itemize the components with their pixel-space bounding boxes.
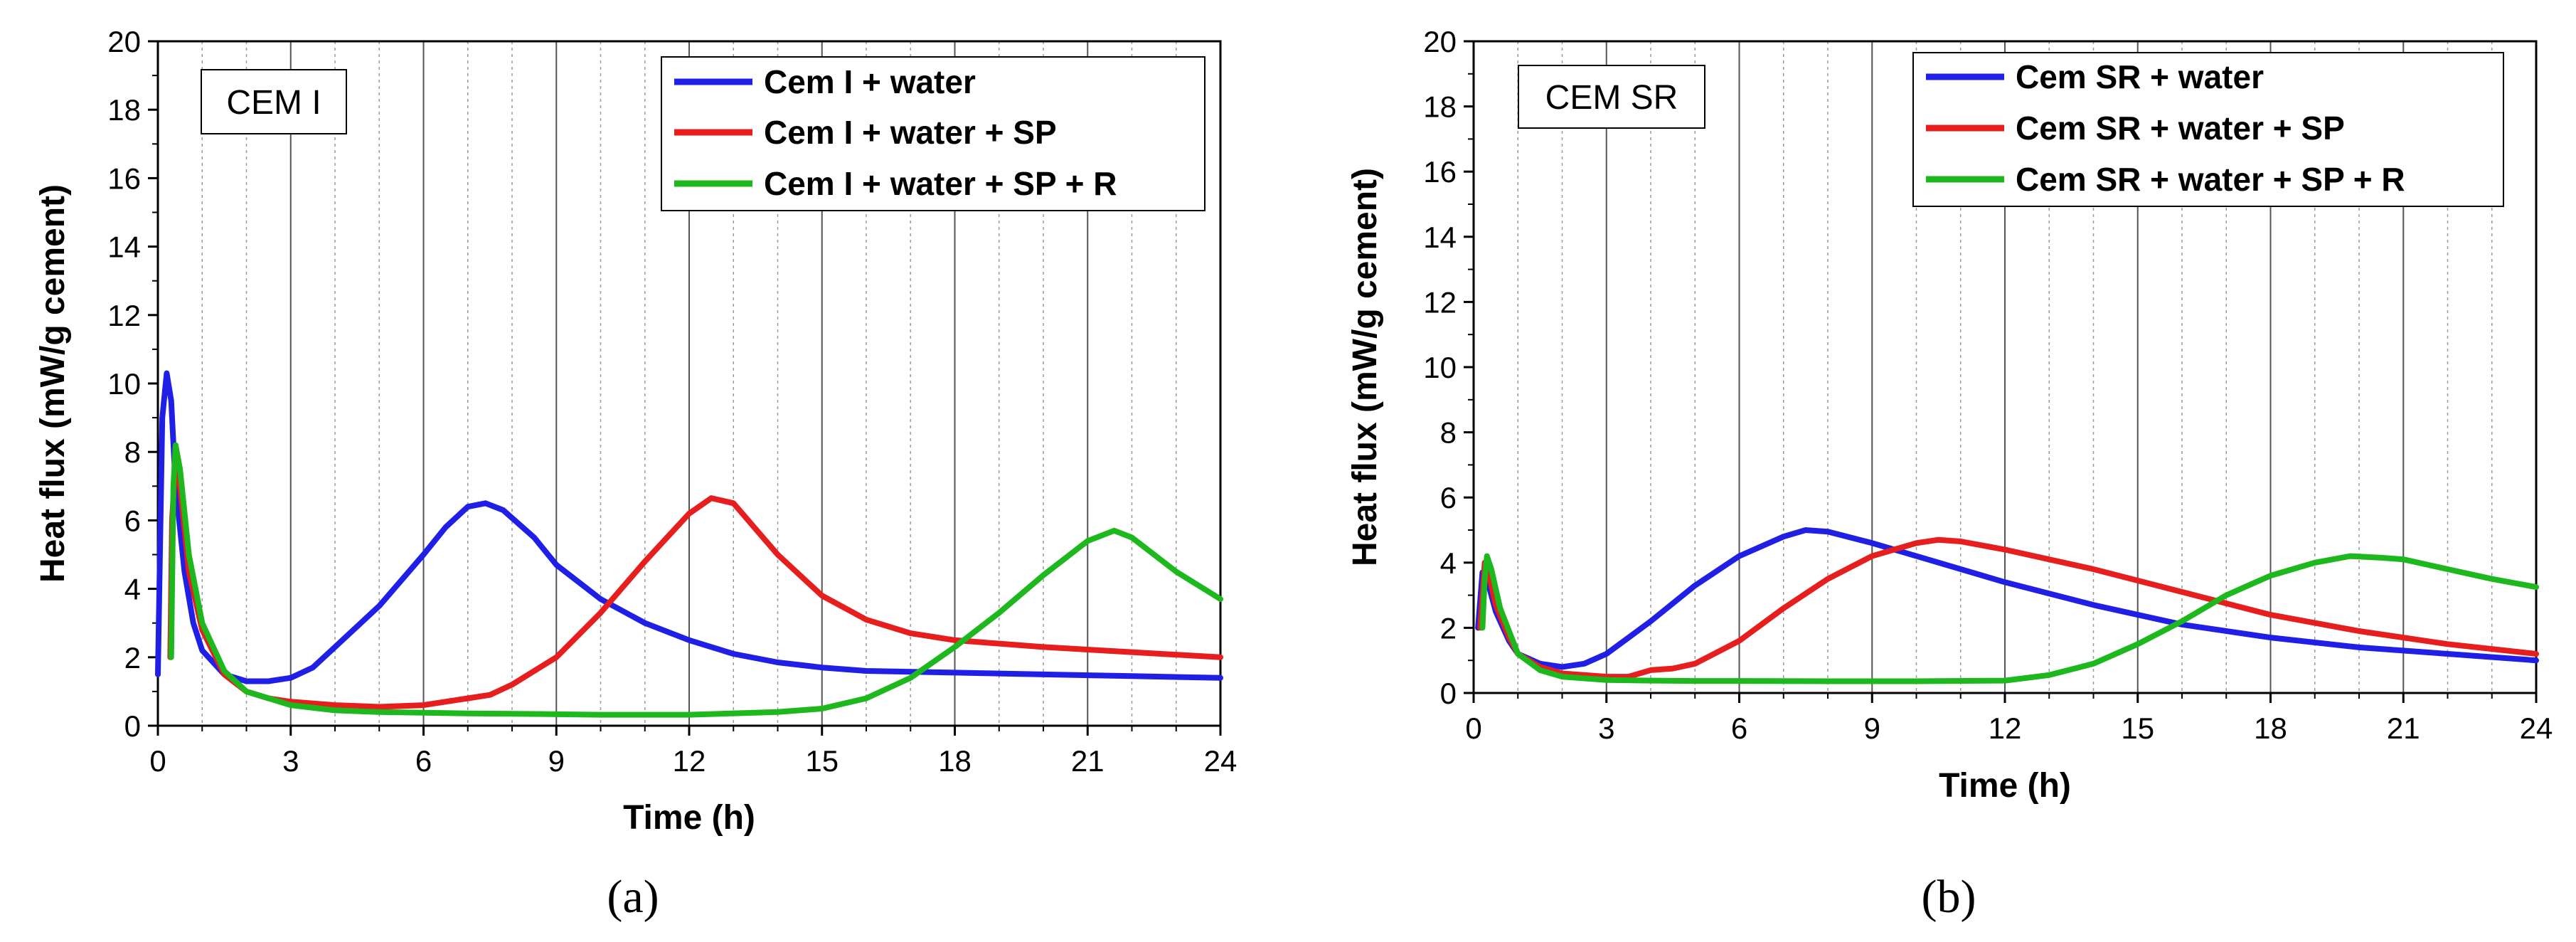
panel-a-y-tick-label-18: 18 xyxy=(107,93,141,127)
panel-a-x-axis-label: Time (h) xyxy=(623,799,755,837)
panel-a-label: (a) xyxy=(607,871,659,923)
panel-b-x-tick-label-21: 21 xyxy=(2387,711,2420,745)
series-line-cem-sr-water-sp-r xyxy=(1479,553,2539,684)
panel-b-y-tick-label-6: 6 xyxy=(1440,481,1457,514)
legend-label-cem-i-water: Cem I + water xyxy=(764,63,976,100)
panel-b-x-tick-label-12: 12 xyxy=(1989,711,2022,745)
legend-label-cem-i-water-sp: Cem I + water + SP xyxy=(764,114,1057,151)
panel-a-legend: Cem I + water Cem I + water + SP Cem I +… xyxy=(661,56,1205,211)
panel-b-y-axis-label: Heat flux (mW/g cement) xyxy=(1346,168,1384,566)
series-line-cem-i-water xyxy=(155,370,1223,684)
panel-b-y-tick-label-8: 8 xyxy=(1440,416,1457,450)
panel-b-x-tick-label-24: 24 xyxy=(2520,711,2553,745)
panel-b-y-tick-label-16: 16 xyxy=(1423,155,1457,189)
panel-a-y-tick-label-20: 20 xyxy=(107,25,141,58)
panel-b-annotation-label: CEM SR xyxy=(1545,79,1678,117)
panel-a-x-tick-label-24: 24 xyxy=(1204,744,1238,778)
legend-label-cem-sr-water: Cem SR + water xyxy=(2016,58,2264,95)
panel-b-legend: Cem SR + water Cem SR + water + SP Cem S… xyxy=(1912,52,2504,207)
legend-label-cem-i-water-sp-r: Cem I + water + SP + R xyxy=(764,165,1117,202)
panel-b-y-tick-label-14: 14 xyxy=(1423,221,1457,254)
panel-a-x-tick-label-6: 6 xyxy=(415,744,432,778)
panel-a-x-tick-label-12: 12 xyxy=(673,744,706,778)
panel-a-y-tick-label-14: 14 xyxy=(107,231,141,264)
panel-a-y-tick-label-8: 8 xyxy=(124,435,141,469)
panel-a-series xyxy=(155,370,1223,718)
panel-a-y-tick-label-10: 10 xyxy=(107,367,141,401)
panel-a-x-tick-label-9: 9 xyxy=(548,744,565,778)
panel-a-y-tick-label-6: 6 xyxy=(124,504,141,537)
panel-b-annotation-box: CEM SR xyxy=(1518,65,1705,129)
panel-a-y-tick-label-16: 16 xyxy=(107,162,141,195)
panel-b-x-axis-label: Time (h) xyxy=(1939,767,2071,805)
panel-a-grid xyxy=(201,41,1177,726)
panel-b-legend-frame xyxy=(1912,52,2504,207)
panel-a-annotation-box: CEM I xyxy=(201,69,347,134)
panel-b-y-tick-label-20: 20 xyxy=(1423,25,1457,58)
panel-b-x-tick-label-15: 15 xyxy=(2121,711,2154,745)
panel-b-y-tick-label-2: 2 xyxy=(1440,611,1457,645)
panel-a-y-tick-label-4: 4 xyxy=(124,573,141,606)
panel-b-x-tick-label-0: 0 xyxy=(1465,711,1481,745)
panel-b-y-tick-label-12: 12 xyxy=(1423,285,1457,319)
panel-a-y-axis-label: Heat flux (mW/g cement) xyxy=(34,184,72,583)
panel-a-x-tick-label-18: 18 xyxy=(938,744,972,778)
panel-a-y-tick-label-2: 2 xyxy=(124,641,141,674)
panel-b-y-tick-label-10: 10 xyxy=(1423,351,1457,384)
legend-label-cem-sr-water-sp-r: Cem SR + water + SP + R xyxy=(2016,161,2405,198)
panel-a-y-tick-label-12: 12 xyxy=(107,299,141,332)
panel-a-annotation-label: CEM I xyxy=(226,84,321,122)
panel-b-x-tick-label-3: 3 xyxy=(1598,711,1614,745)
panel-b-series xyxy=(1475,527,2539,684)
panel-a-x-tick-label-0: 0 xyxy=(149,744,166,778)
legend-label-cem-sr-water-sp: Cem SR + water + SP xyxy=(2016,110,2345,147)
panel-b-x-tick-label-9: 9 xyxy=(1864,711,1880,745)
panel-b-x-tick-label-18: 18 xyxy=(2254,711,2287,745)
panel-b-y-tick-label-18: 18 xyxy=(1423,90,1457,124)
panel-b-label: (b) xyxy=(1922,871,1976,923)
series-line-cem-i-water-sp xyxy=(167,455,1223,710)
panel-a-x-tick-label-3: 3 xyxy=(282,744,299,778)
panel-b-y-tick-label-0: 0 xyxy=(1440,677,1457,710)
panel-b-x-tick-label-6: 6 xyxy=(1731,711,1747,745)
series-line-cem-i-water-sp-r xyxy=(168,442,1223,718)
panel-a-x-tick-label-15: 15 xyxy=(805,744,839,778)
panel-b-y-tick-label-4: 4 xyxy=(1440,546,1457,580)
panel-a-y-tick-label-0: 0 xyxy=(124,709,141,743)
panel-a-x-tick-label-21: 21 xyxy=(1071,744,1105,778)
